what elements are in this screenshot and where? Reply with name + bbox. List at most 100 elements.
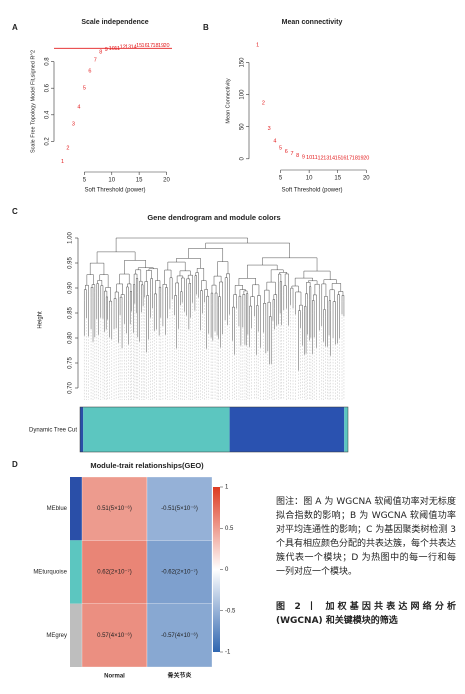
- panel-letter: C: [12, 207, 18, 216]
- point-label: 3: [72, 122, 75, 128]
- caption-note: 图注：图 A 为 WGCNA 软阈值功率对无标度拟合指数的影响；B 为 WGCN…: [276, 497, 457, 577]
- y-tick-label: 0.8: [45, 57, 51, 66]
- point-label: 6: [88, 68, 91, 74]
- point-label: 17: [147, 43, 153, 49]
- y-tick-label: 0.70: [68, 382, 74, 394]
- y-tick-label: 100: [240, 89, 246, 100]
- panel-letter: B: [203, 23, 209, 32]
- point-label: 13: [323, 156, 329, 162]
- module-segment: [229, 407, 345, 452]
- point-label: 3: [268, 126, 271, 132]
- chart-title: Scale independence: [81, 19, 148, 26]
- heatmap-cell: [81, 476, 148, 541]
- x-tick-label: 10: [306, 176, 313, 182]
- module-color-strip: [70, 603, 82, 667]
- point-label: 9: [105, 47, 108, 53]
- x-tick-label: 20: [363, 176, 370, 182]
- point-label: 16: [340, 156, 346, 162]
- point-label: 1: [256, 43, 259, 49]
- heatmap-cell: [146, 540, 213, 604]
- module-segment: [344, 407, 348, 452]
- chart-title: Mean connectivity: [282, 19, 343, 26]
- y-tick-label: 0.80: [68, 332, 74, 344]
- point-label: 20: [163, 43, 169, 49]
- point-label: 6: [285, 149, 288, 155]
- module-segment: [83, 407, 230, 452]
- module-segment: [80, 407, 84, 452]
- point-label: 15: [335, 156, 341, 162]
- y-axis-label: Height: [38, 311, 44, 329]
- y-tick-label: 0.95: [68, 257, 74, 269]
- point-label: 5: [279, 145, 282, 151]
- y-tick-label: 1.00: [68, 232, 74, 244]
- heatmap-cell: [146, 603, 213, 668]
- x-tick-label: 10: [108, 178, 115, 184]
- module-color-strip: [70, 540, 82, 604]
- x-axis-label: Soft Threshold (power): [85, 188, 146, 194]
- cell-label: -0.51(5×10⁻⁶): [161, 505, 198, 512]
- row-label: MEturquoise: [33, 570, 67, 576]
- heatmap-cell: [81, 540, 148, 604]
- panel-letter: A: [12, 23, 18, 32]
- point-label: 7: [94, 58, 97, 64]
- chart-title: Gene dendrogram and module colors: [147, 213, 280, 222]
- point-label: 19: [158, 43, 164, 49]
- y-tick-label: 0.90: [68, 282, 74, 294]
- point-label: 15: [136, 43, 142, 49]
- module-color-strip: [70, 477, 82, 541]
- point-label: 14: [329, 156, 335, 162]
- point-label: 4: [77, 104, 80, 110]
- x-tick-label: 15: [334, 176, 341, 182]
- x-tick-label: 20: [163, 178, 170, 184]
- point-label: 1: [61, 159, 64, 165]
- chart-title: Module-trait relationships(GEO): [90, 461, 204, 470]
- x-tick-label: 5: [279, 176, 283, 182]
- y-tick-label: 0.2: [45, 137, 51, 146]
- colorbar-tick-label: -1: [225, 650, 231, 656]
- heatmap-cell: [146, 476, 213, 541]
- cell-label: -0.62(2×10⁻⁷): [161, 569, 198, 576]
- point-label: 11: [114, 46, 120, 52]
- point-label: 5: [83, 86, 86, 92]
- point-label: 19: [358, 156, 364, 162]
- column-label: Normal: [104, 674, 125, 680]
- track-label: Dynamic Tree Cut: [29, 428, 77, 434]
- point-label: 9: [302, 154, 305, 160]
- heatmap-cell: [81, 603, 148, 668]
- point-label: 4: [273, 138, 276, 144]
- point-label: 20: [363, 156, 369, 162]
- y-axis-label: Mean Connectivity: [225, 78, 231, 123]
- row-label: MEblue: [47, 506, 68, 512]
- x-axis-label: Soft Threshold (power): [282, 188, 343, 194]
- point-label: 8: [99, 50, 102, 56]
- module-track-border: [79, 406, 349, 453]
- point-label: 14: [131, 44, 137, 50]
- point-label: 18: [153, 43, 159, 49]
- cell-label: -0.57(4×10⁻⁶): [161, 632, 198, 639]
- x-tick-label: 5: [83, 178, 87, 184]
- caption-title: 图 2 丨 加权基因共表达网络分析 (WGCNA) 和关键模块的筛选: [276, 602, 456, 626]
- point-label: 18: [352, 156, 358, 162]
- point-label: 12: [120, 44, 126, 50]
- y-tick-label: 0.4: [45, 110, 51, 119]
- y-tick-label: 0.85: [68, 307, 74, 319]
- point-label: 7: [290, 151, 293, 157]
- y-axis-label: Scale Free Topology Model Fit,signed R^2: [30, 50, 36, 153]
- point-label: 10: [306, 155, 312, 161]
- point-label: 17: [346, 156, 352, 162]
- point-label: 2: [262, 100, 265, 106]
- point-label: 10: [109, 46, 115, 52]
- point-label: 16: [142, 43, 148, 49]
- point-label: 13: [125, 44, 131, 50]
- row-label: MEgrey: [46, 633, 67, 639]
- y-tick-label: 150: [240, 57, 246, 68]
- column-label: 骨关节炎: [167, 672, 191, 680]
- point-label: 12: [318, 156, 324, 162]
- cell-label: 0.62(2×10⁻⁷): [97, 569, 132, 576]
- colorbar-tick-label: 0: [225, 567, 229, 573]
- colorbar-tick-label: -0.5: [225, 608, 236, 614]
- point-label: 2: [66, 146, 69, 152]
- x-tick-label: 15: [136, 178, 143, 184]
- cell-label: 0.51(5×10⁻⁶): [97, 505, 132, 512]
